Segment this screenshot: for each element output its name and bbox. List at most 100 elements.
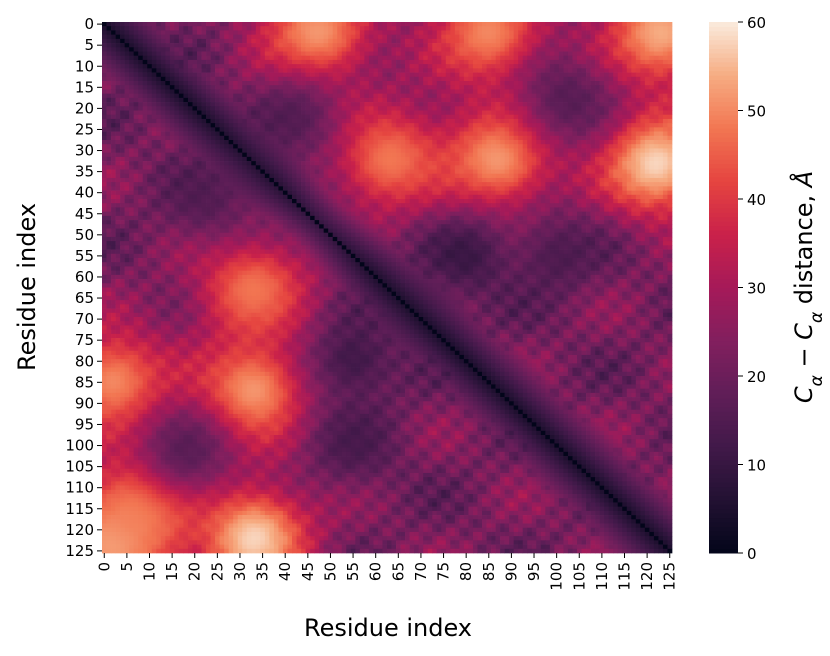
heatmap-cell: [201, 85, 207, 90]
heatmap-cell: [165, 161, 171, 166]
heatmap-cell: [445, 85, 451, 90]
heatmap-cell: [373, 169, 379, 175]
heatmap-cell: [509, 165, 515, 170]
heatmap-cell: [251, 68, 257, 73]
heatmap-cell: [264, 59, 270, 65]
heatmap-cell: [337, 123, 343, 128]
heatmap-cell: [382, 102, 388, 107]
heatmap-cell: [133, 43, 139, 48]
heatmap-cell: [115, 89, 121, 94]
heatmap-cell: [115, 161, 121, 166]
heatmap-cell: [260, 182, 266, 187]
heatmap-cell: [346, 51, 352, 57]
heatmap-cell: [391, 177, 397, 183]
heatmap-cell: [662, 34, 668, 40]
heatmap-cell: [301, 97, 306, 103]
heatmap-cell: [405, 102, 410, 107]
heatmap-cell: [563, 68, 569, 73]
heatmap-cell: [341, 97, 347, 103]
heatmap-cell: [581, 156, 587, 162]
heatmap-cell: [518, 26, 524, 31]
heatmap-cell: [572, 93, 578, 99]
heatmap-cell: [608, 118, 614, 124]
heatmap-cell: [558, 169, 564, 175]
heatmap-cell: [563, 148, 569, 153]
heatmap-cell: [341, 81, 347, 86]
heatmap-cell: [653, 140, 659, 145]
heatmap-cell: [509, 22, 515, 27]
heatmap-cell: [133, 38, 139, 44]
heatmap-cell: [296, 186, 302, 191]
heatmap-cell: [613, 64, 619, 69]
heatmap-cell: [644, 114, 650, 120]
heatmap-cell: [382, 89, 388, 94]
heatmap-cell: [558, 106, 564, 111]
heatmap-cell: [567, 102, 573, 107]
heatmap-cell: [405, 169, 410, 175]
heatmap-cell: [187, 26, 193, 31]
heatmap-cell: [346, 165, 352, 170]
heatmap-cell: [491, 156, 496, 162]
heatmap-cell: [278, 47, 284, 52]
heatmap-cell: [341, 182, 347, 187]
heatmap-cell: [242, 169, 248, 175]
heatmap-cell: [631, 118, 637, 124]
heatmap-cell: [332, 97, 338, 103]
heatmap-cell: [382, 51, 388, 57]
heatmap-cell: [138, 177, 144, 183]
heatmap-cell: [536, 118, 542, 124]
heatmap-cell: [197, 123, 202, 128]
heatmap-cell: [491, 173, 496, 179]
heatmap-cell: [246, 51, 252, 57]
heatmap-cell: [301, 186, 306, 191]
heatmap-cell: [414, 22, 420, 27]
heatmap-cell: [626, 30, 632, 35]
heatmap-cell: [432, 43, 438, 48]
heatmap-cell: [482, 161, 487, 166]
heatmap-cell: [590, 156, 596, 162]
heatmap-cell: [640, 106, 646, 111]
heatmap-cell: [540, 161, 546, 166]
heatmap-cell: [301, 47, 306, 52]
heatmap-cell: [477, 51, 483, 57]
heatmap-cell: [169, 76, 175, 82]
heatmap-cell: [115, 114, 121, 120]
heatmap-cell: [287, 110, 293, 116]
heatmap-cell: [346, 110, 352, 116]
heatmap-cell: [531, 93, 537, 99]
heatmap-cell: [414, 140, 420, 145]
heatmap-cell: [341, 43, 347, 48]
heatmap-cell: [414, 177, 420, 183]
heatmap-cell: [472, 165, 478, 170]
heatmap-cell: [391, 127, 397, 132]
heatmap-cell: [147, 114, 153, 120]
heatmap-cell: [251, 22, 257, 27]
heatmap-cell: [536, 89, 542, 94]
heatmap-cell: [644, 34, 650, 40]
heatmap-cell: [590, 59, 596, 65]
heatmap-cell: [477, 72, 483, 78]
heatmap-cell: [509, 135, 515, 141]
heatmap-cell: [233, 135, 239, 141]
heatmap-cell: [418, 22, 424, 27]
heatmap-cell: [563, 182, 569, 187]
heatmap-cell: [649, 114, 655, 120]
heatmap-cell: [314, 76, 320, 82]
heatmap-cell: [436, 182, 442, 187]
heatmap-cell: [649, 51, 655, 57]
heatmap-cell: [396, 64, 401, 69]
heatmap-cell: [210, 186, 216, 191]
heatmap-cell: [477, 118, 483, 124]
heatmap-cell: [228, 177, 234, 183]
heatmap-cell: [662, 106, 668, 111]
heatmap-cell: [644, 152, 650, 158]
heatmap-cell: [341, 68, 347, 73]
heatmap-cell: [165, 140, 171, 145]
heatmap-cell: [296, 59, 302, 65]
heatmap-cell: [432, 68, 438, 73]
heatmap-cell: [206, 26, 211, 31]
heatmap-cell: [169, 169, 175, 175]
heatmap-cell: [233, 43, 239, 48]
heatmap-cell: [305, 34, 311, 40]
heatmap-cell: [436, 59, 442, 65]
